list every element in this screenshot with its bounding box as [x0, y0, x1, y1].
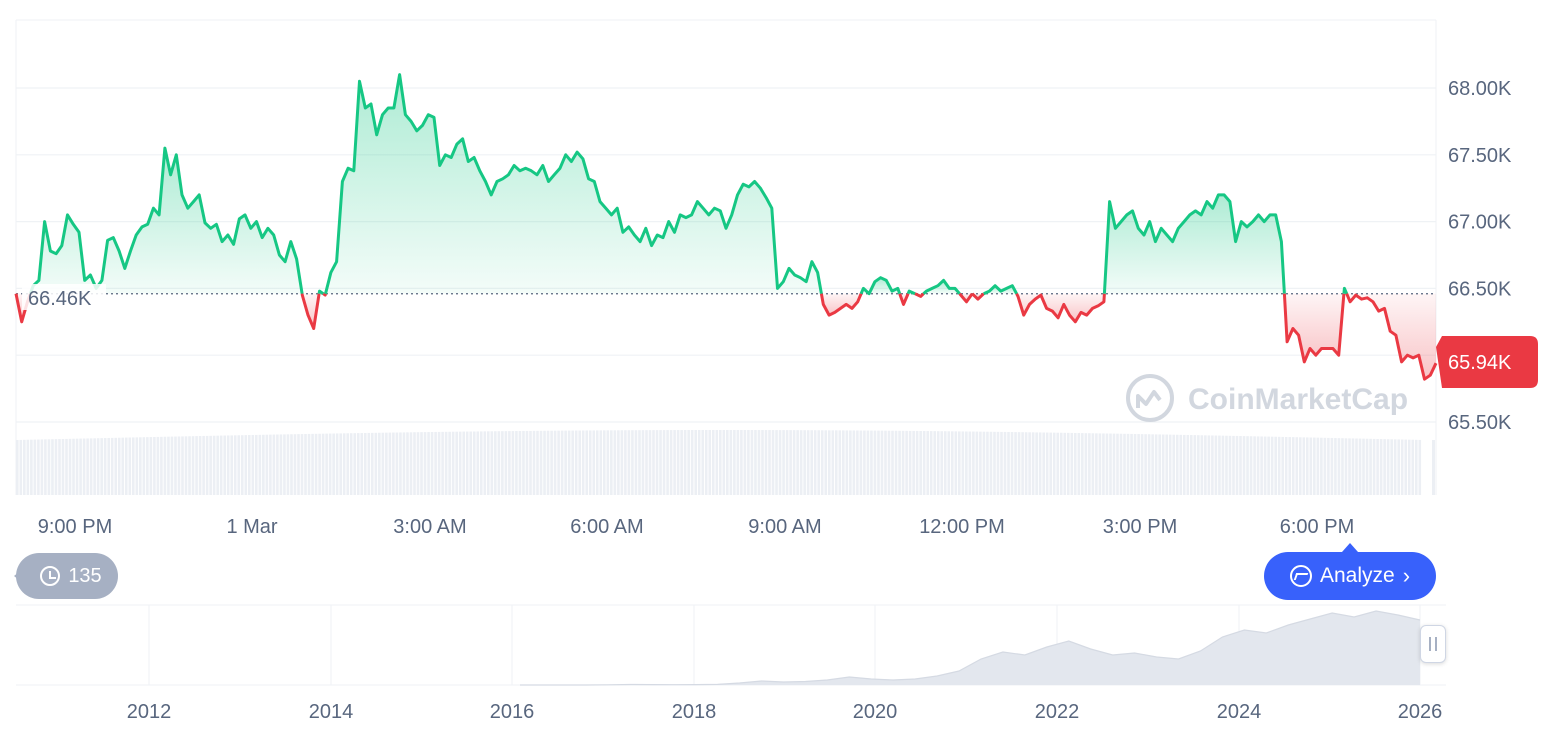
reference-price-label: 66.46K — [22, 284, 106, 310]
chevron-right-icon: › — [1402, 563, 1411, 588]
range-navigator[interactable] — [16, 604, 1446, 686]
price-area-segment — [1346, 293, 1436, 380]
price-line-segment — [983, 284, 1018, 296]
price-line-segment — [1282, 293, 1346, 364]
navigator-tick-label: 2022 — [1035, 701, 1080, 723]
price-line-segment — [898, 293, 910, 306]
price-line-segment — [1102, 193, 1286, 294]
navigator-ticks: 2012 2014 2016 2018 2020 2022 2024 2026 — [127, 701, 1443, 723]
current-price-badge: 65.94K — [1436, 336, 1538, 388]
price-line-segment — [1015, 293, 1106, 324]
y-tick-label: 67.50K — [1448, 145, 1512, 167]
x-tick-label: 3:00 AM — [393, 516, 466, 538]
price-line-segment — [1345, 293, 1438, 381]
navigator-tick-label: 2016 — [490, 701, 535, 723]
price-area-segment — [30, 148, 303, 294]
price-line-segment — [1342, 286, 1349, 295]
x-tick-label: 9:00 PM — [38, 516, 112, 538]
x-tick-label: 1 Mar — [226, 516, 277, 538]
watermark-text: CoinMarketCap — [1188, 383, 1408, 416]
y-tick-label: 67.00K — [1448, 212, 1512, 234]
current-price-text: 65.94K — [1448, 352, 1512, 374]
price-area-segment — [325, 74, 822, 294]
navigator-tick-label: 2012 — [127, 701, 172, 723]
navigator-tick-label: 2020 — [853, 701, 898, 723]
y-tick-label: 66.50K — [1448, 278, 1512, 300]
price-line-segment — [317, 289, 325, 295]
price-line-segment — [958, 292, 974, 304]
x-tick-label: 12:00 PM — [919, 516, 1005, 538]
price-line-segment — [922, 278, 961, 295]
price-area-segment — [1284, 293, 1344, 362]
navigator-area — [16, 611, 1420, 685]
price-line-segment — [819, 293, 863, 317]
y-tick-label: 65.50K — [1448, 412, 1512, 434]
analyze-button[interactable]: Analyze › — [1264, 543, 1436, 600]
x-tick-label: 3:00 PM — [1103, 516, 1177, 538]
y-axis-ticks: 68.00K 67.50K 67.00K 66.50K 65.50K — [1448, 78, 1512, 434]
price-area-segment — [1104, 194, 1285, 294]
price-line-segment — [300, 293, 321, 330]
price-line-segment — [28, 146, 304, 295]
x-tick-label: 6:00 AM — [570, 516, 643, 538]
price-area-segment — [1016, 293, 1105, 322]
analyze-icon — [1289, 565, 1312, 587]
navigator-handle[interactable] — [1420, 625, 1446, 663]
x-tick-label: 6:00 PM — [1280, 516, 1354, 538]
x-axis-ticks: 9:00 PM 1 Mar 3:00 AM 6:00 AM 9:00 AM 12:00 P… — [38, 516, 1354, 538]
price-line — [14, 73, 1438, 381]
history-count: 135 — [68, 564, 102, 587]
watermark: CoinMarketCap — [1126, 374, 1408, 422]
price-line-segment — [859, 276, 902, 296]
navigator-tick-label: 2026 — [1398, 701, 1443, 723]
price-line-segment — [324, 73, 823, 295]
navigator-tick-label: 2018 — [672, 701, 717, 723]
navigator-tick-label: 2024 — [1217, 701, 1262, 723]
history-badge[interactable]: 135 — [14, 553, 118, 599]
x-tick-label: 9:00 AM — [748, 516, 821, 538]
price-area-segment — [821, 293, 862, 316]
price-line-segment — [971, 292, 985, 301]
analyze-label: Analyze — [1319, 564, 1395, 587]
price-line-segment — [906, 289, 916, 296]
volume-bars — [16, 430, 1435, 495]
price-area-segment — [923, 280, 960, 294]
navigator-tick-label: 2014 — [309, 701, 354, 723]
history-icon — [40, 566, 61, 586]
price-line-segment — [322, 292, 327, 297]
y-tick-label: 68.00K — [1448, 78, 1512, 100]
price-line-segment — [914, 292, 925, 298]
reference-price-text: 66.46K — [28, 288, 92, 310]
